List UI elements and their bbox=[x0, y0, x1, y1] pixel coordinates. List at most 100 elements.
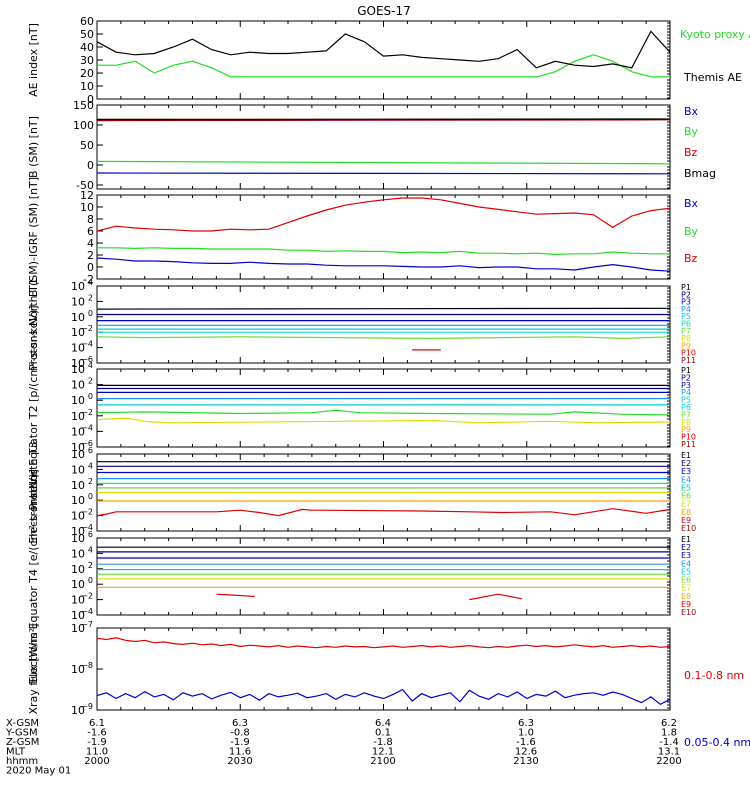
series-line-p1 bbox=[96, 307, 671, 310]
y-tick-label: 10 6 bbox=[71, 446, 93, 461]
y-tick-label: 10 4 bbox=[71, 545, 93, 560]
y-tick-label: 10 2 bbox=[71, 293, 93, 308]
legend-channel-e9: E9 bbox=[681, 600, 691, 609]
x-axis-value: 11.6 bbox=[229, 747, 251, 758]
y-tick-label: 10 2 bbox=[71, 377, 93, 392]
x-axis-value: 13.1 bbox=[658, 747, 680, 758]
legend-channel-p2: P2 bbox=[681, 290, 691, 299]
x-axis-row-label: Y-GSM bbox=[5, 728, 38, 739]
panel-frame bbox=[96, 537, 671, 616]
series-line-p7 bbox=[96, 417, 671, 424]
series-line-p7 bbox=[96, 336, 671, 340]
legend-bz: Bz bbox=[684, 146, 698, 159]
legend-by: By bbox=[684, 125, 699, 138]
y-axis-title: B (SM)-IGRF (SM) [nT] bbox=[27, 177, 40, 297]
y-tick-label: 20 bbox=[80, 67, 94, 80]
legend-channel-p3: P3 bbox=[681, 381, 691, 390]
legend-xray-0: 0.1-0.8 nm bbox=[684, 669, 744, 682]
y-tick-label: 10 2 bbox=[71, 561, 93, 576]
legend-channel-e6: E6 bbox=[681, 576, 691, 585]
legend-channel-e8: E8 bbox=[681, 592, 691, 601]
legend-channel-p7: P7 bbox=[681, 410, 691, 419]
legend-bz: Bz bbox=[684, 252, 698, 265]
panel-frame bbox=[96, 368, 671, 448]
y-tick-label: 10−2 bbox=[71, 408, 93, 423]
x-axis-table: X-GSM 6.1 6.3 6.4 6.3 6.2 Y-GSM -1.6 -0.8 0.1 1.0 1… bbox=[5, 718, 682, 777]
legend-channel-e7: E7 bbox=[681, 584, 691, 593]
y-tick-label: 10 4 bbox=[71, 361, 93, 376]
y-tick-label: 10−8 bbox=[71, 661, 93, 676]
panel-frame bbox=[96, 627, 671, 711]
legend-channel-e6: E6 bbox=[681, 492, 691, 501]
legend-channel-p8: P8 bbox=[681, 418, 691, 427]
series-line-bz bbox=[96, 197, 671, 232]
y-tick-label: 60 bbox=[80, 15, 94, 28]
y-tick-label: 10−7 bbox=[71, 620, 93, 635]
legend-bx: Bx bbox=[684, 197, 699, 210]
y-tick-label: 50 bbox=[80, 139, 94, 152]
x-axis-value: 6.1 bbox=[89, 718, 105, 729]
legend-channel-p5: P5 bbox=[681, 312, 691, 321]
y-axis-title: AE index [nT] bbox=[27, 23, 40, 97]
legend-channel-p4: P4 bbox=[681, 305, 691, 314]
x-axis-value: 0.1 bbox=[375, 728, 391, 739]
x-axis-value: -1.9 bbox=[87, 737, 107, 748]
y-axis-title: Protons North T1 bbox=[27, 278, 40, 371]
y-tick-label: 10 4 bbox=[71, 278, 93, 293]
legend-channel-p11: P11 bbox=[681, 440, 696, 449]
y-axis-title: Electrons North T3 bbox=[27, 441, 40, 543]
x-axis-row-label: X-GSM bbox=[6, 718, 39, 729]
y-tick-label: 10−9 bbox=[71, 702, 93, 717]
legend-bx: Bx bbox=[684, 105, 699, 118]
legend-channel-p10: P10 bbox=[681, 349, 696, 358]
legend-channel-e9: E9 bbox=[681, 516, 691, 525]
plot-title: GOES-17 bbox=[357, 4, 411, 18]
y-tick-label: 0 bbox=[87, 261, 94, 274]
legend-channel-e1: E1 bbox=[681, 535, 691, 544]
legend-channel-p9: P9 bbox=[681, 425, 691, 434]
legend-channel-e3: E3 bbox=[681, 551, 691, 560]
y-tick-label: 10−2 bbox=[71, 592, 93, 607]
legend-channel-e2: E2 bbox=[681, 459, 691, 468]
legend-channel-p7: P7 bbox=[681, 327, 691, 336]
x-axis-value: 6.3 bbox=[232, 718, 248, 729]
legend-channel-e2: E2 bbox=[681, 543, 691, 552]
legend-channel-e4: E4 bbox=[681, 475, 691, 484]
y-tick-label: 10−4 bbox=[71, 423, 93, 438]
x-axis-value: -1.6 bbox=[87, 728, 107, 739]
legend-channel-p4: P4 bbox=[681, 388, 691, 397]
legend-channel-e8: E8 bbox=[681, 508, 691, 517]
x-axis-value: 2130 bbox=[513, 756, 538, 767]
legend-channel-p2: P2 bbox=[681, 373, 691, 382]
panel-8: 10−9 10−8 10−7 Xray flux [W/m²] 0.1-0.8 nm 0.… bbox=[27, 620, 750, 749]
x-axis-value: 11.0 bbox=[86, 747, 108, 758]
legend-channel-e10: E10 bbox=[681, 608, 696, 617]
legend-channel-e7: E7 bbox=[681, 500, 691, 509]
panel-frame bbox=[96, 20, 671, 100]
series-line-kyoto-proxy-ae bbox=[97, 54, 670, 78]
panel-frame bbox=[96, 104, 671, 190]
x-axis-value: 6.2 bbox=[661, 718, 677, 729]
series-line-bx bbox=[96, 172, 671, 175]
x-axis-value: -0.8 bbox=[230, 728, 250, 739]
series-line-bz bbox=[96, 119, 671, 122]
y-tick-label: 30 bbox=[80, 54, 94, 67]
y-tick-label: 0 bbox=[87, 93, 94, 106]
y-tick-label: 10 6 bbox=[71, 530, 93, 545]
legend-channel-p11: P11 bbox=[681, 356, 696, 365]
legend-channel-e3: E3 bbox=[681, 467, 691, 476]
legend-themis-ae: Themis AE bbox=[683, 71, 742, 84]
legend-channel-p1: P1 bbox=[681, 283, 691, 292]
y-tick-label: 50 bbox=[80, 28, 94, 41]
y-tick-label: 40 bbox=[80, 41, 94, 54]
legend-channel-e10: E10 bbox=[681, 524, 696, 533]
legend-xray-1: 0.05-0.4 nm bbox=[684, 736, 750, 749]
